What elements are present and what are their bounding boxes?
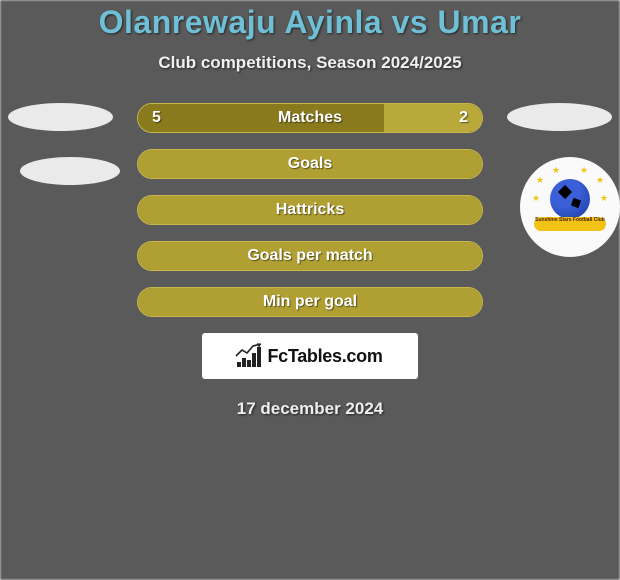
stat-right-segment	[468, 196, 482, 224]
stat-right-segment: 2	[384, 104, 482, 132]
left-player-avatar	[8, 103, 113, 131]
stat-row: Goals per match	[137, 241, 483, 271]
stat-left-value: 5	[152, 109, 161, 127]
infographic-container: Olanrewaju Ayinla vs Umar Club competiti…	[0, 0, 620, 580]
sunshine-stars-badge: ★ ★ ★ ★ ★ ★ Sunshine Stars Football Club	[530, 167, 610, 247]
stat-right-value: 2	[459, 109, 468, 127]
stat-right-segment	[468, 242, 482, 270]
stat-bars: 52MatchesGoalsHattricksGoals per matchMi…	[137, 103, 483, 317]
stat-right-segment	[468, 288, 482, 316]
subtitle: Club competitions, Season 2024/2025	[0, 53, 620, 73]
stat-left-segment	[138, 288, 468, 316]
page-title: Olanrewaju Ayinla vs Umar	[0, 4, 620, 41]
stat-left-segment	[138, 150, 468, 178]
stat-row: Min per goal	[137, 287, 483, 317]
bar-chart-icon	[237, 345, 263, 367]
stat-right-segment	[468, 150, 482, 178]
stat-left-segment: 5	[138, 104, 384, 132]
stat-row: Goals	[137, 149, 483, 179]
brand-logo: FcTables.com	[202, 333, 418, 379]
right-player-avatar	[507, 103, 612, 131]
stat-left-segment	[138, 242, 468, 270]
comparison-chart: ★ ★ ★ ★ ★ ★ Sunshine Stars Football Club…	[0, 103, 620, 419]
club-ribbon-text: Sunshine Stars Football Club	[534, 217, 606, 231]
stat-row: Hattricks	[137, 195, 483, 225]
left-club-badge	[20, 157, 120, 185]
brand-text: FcTables.com	[267, 346, 382, 367]
stat-row: 52Matches	[137, 103, 483, 133]
right-club-badge: ★ ★ ★ ★ ★ ★ Sunshine Stars Football Club	[520, 157, 620, 257]
stat-left-segment	[138, 196, 468, 224]
date-label: 17 december 2024	[0, 399, 620, 419]
